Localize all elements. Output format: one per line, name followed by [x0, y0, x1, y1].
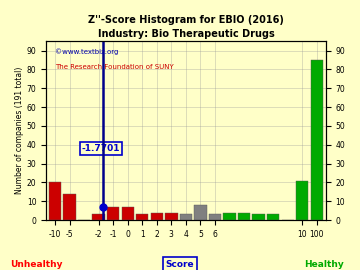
Bar: [165, 212, 177, 220]
Bar: [311, 60, 323, 220]
Bar: [296, 181, 309, 220]
Text: -1.7701: -1.7701: [82, 144, 120, 153]
Bar: [49, 183, 61, 220]
Text: The Research Foundation of SUNY: The Research Foundation of SUNY: [55, 64, 174, 70]
Bar: [223, 212, 236, 220]
Bar: [238, 212, 250, 220]
Bar: [209, 214, 221, 220]
Y-axis label: Number of companies (191 total): Number of companies (191 total): [15, 67, 24, 194]
Bar: [93, 214, 105, 220]
Text: Unhealthy: Unhealthy: [10, 260, 62, 269]
Text: ©www.textbiz.org: ©www.textbiz.org: [55, 49, 118, 55]
Title: Z''-Score Histogram for EBIO (2016)
Industry: Bio Therapeutic Drugs: Z''-Score Histogram for EBIO (2016) Indu…: [88, 15, 284, 39]
Bar: [63, 194, 76, 220]
Bar: [180, 214, 192, 220]
Text: Healthy: Healthy: [304, 260, 344, 269]
Bar: [122, 207, 134, 220]
Bar: [107, 207, 120, 220]
Bar: [150, 212, 163, 220]
Text: Score: Score: [166, 260, 194, 269]
Bar: [136, 214, 148, 220]
Bar: [252, 214, 265, 220]
Bar: [194, 205, 207, 220]
Bar: [267, 214, 279, 220]
